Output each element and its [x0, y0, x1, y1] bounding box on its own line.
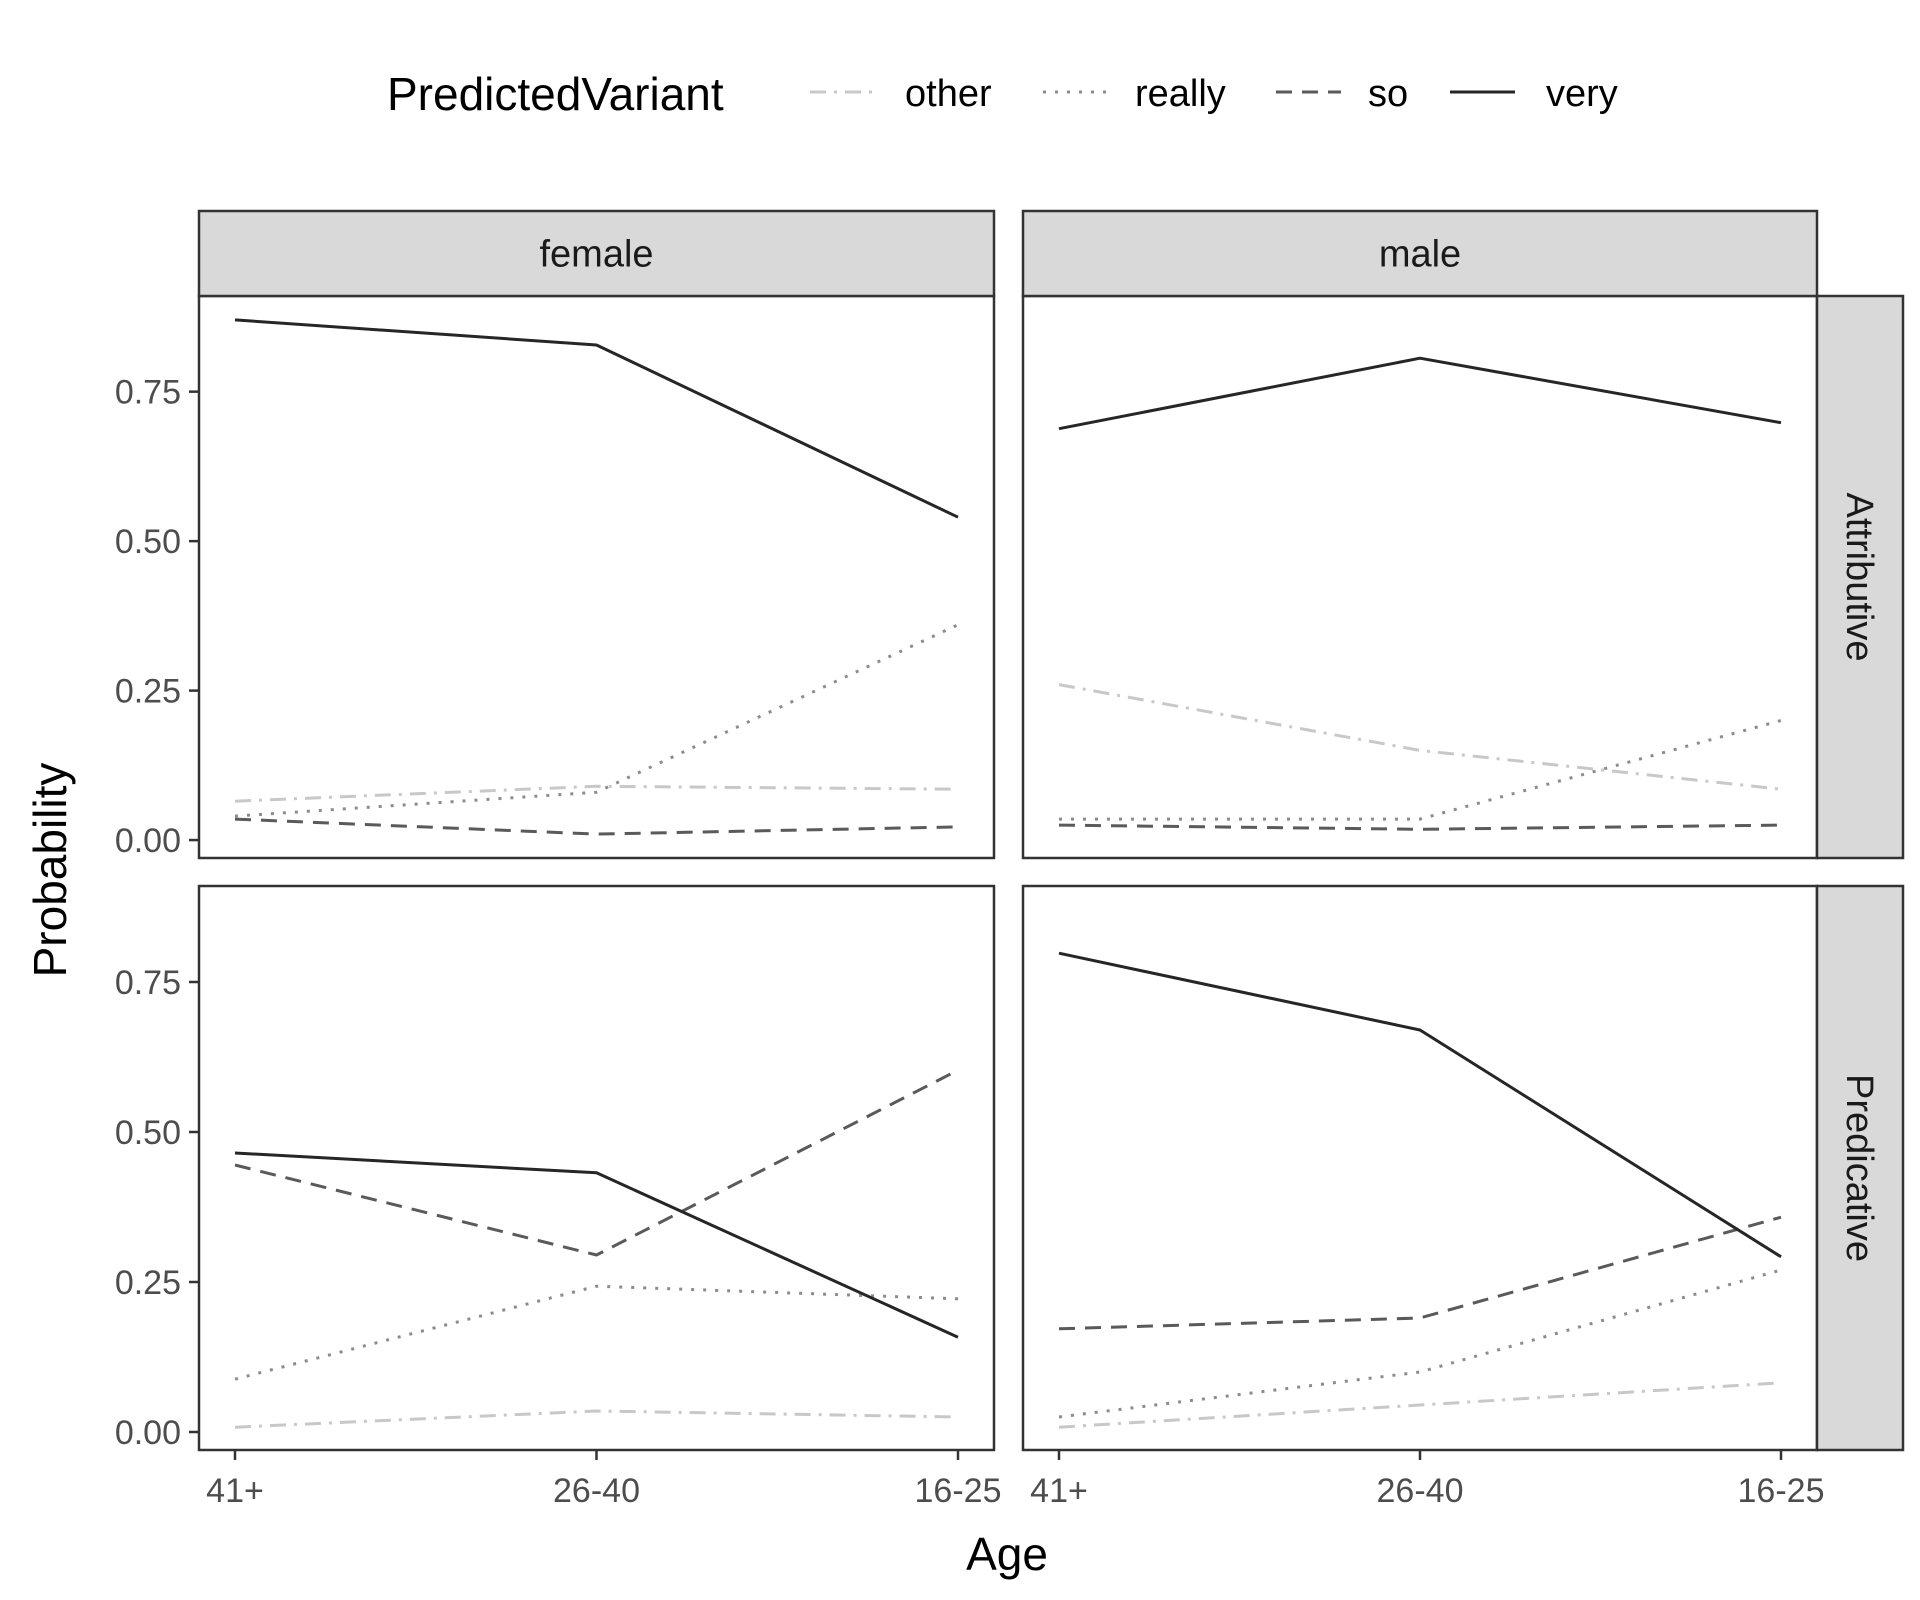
series-line-really: [234, 1284, 959, 1381]
legend: PredictedVariant other really so very: [387, 68, 1618, 120]
series-line-really: [234, 623, 959, 818]
y-tick-label: 0.50: [115, 1114, 181, 1152]
legend-label-so: so: [1368, 73, 1408, 115]
strip-predicative: [1815, 884, 1905, 1452]
panel-female-attributive: [197, 294, 996, 860]
series-line-really: [1059, 719, 1782, 821]
series-line-so: [234, 1068, 959, 1257]
panel-background: [1023, 296, 1817, 858]
strip-attributive: [1815, 294, 1905, 860]
series-line-so: [234, 817, 959, 836]
legend-label-other: other: [905, 73, 992, 115]
y-tick-label: 0.25: [115, 673, 181, 711]
x-tick-label: 26-40: [1377, 1472, 1464, 1510]
legend-item-other: other: [810, 73, 992, 115]
series-line-other: [234, 1409, 959, 1429]
legend-item-really: really: [1043, 73, 1226, 115]
y-tick-label: 0.75: [115, 964, 181, 1002]
strip-label-female: female: [539, 234, 653, 276]
series-line-other: [234, 784, 959, 803]
x-tick-label: 16-25: [1738, 1472, 1825, 1510]
y-tick-label: 0.00: [115, 822, 181, 860]
panel-female-predicative: [197, 884, 996, 1452]
legend-item-very: very: [1450, 73, 1618, 115]
series-line-very: [234, 318, 959, 519]
x-tick-label: 16-25: [915, 1472, 1002, 1510]
legend-label-very: very: [1546, 73, 1618, 115]
y-tick-label: 0.50: [115, 523, 181, 561]
panel-background: [199, 296, 994, 858]
x-tick-label: 41+: [1030, 1472, 1088, 1510]
y-tick-label: 0.25: [115, 1264, 181, 1302]
y-tick-label: 0.00: [115, 1414, 181, 1452]
panel-background: [199, 886, 994, 1450]
x-tick-label: 26-40: [553, 1472, 640, 1510]
strip-label-attributive: Attributive: [1838, 493, 1880, 662]
x-tick-label: 41+: [206, 1472, 264, 1510]
series-line-very: [1058, 356, 1782, 431]
facet-strips: female male Attributive Predicative: [197, 209, 1905, 1452]
series-line-other: [1058, 1381, 1782, 1429]
series-line-other: [1058, 683, 1782, 791]
x-axis-title: Age: [966, 1528, 1048, 1580]
series-line-really: [1058, 1268, 1782, 1419]
axes: 0.00 0.25 0.50 0.75 0.00 0.25 0.50 0.75 41+ 26-40…: [115, 374, 1825, 1510]
y-axis-title: Probability: [24, 763, 76, 978]
panels: [197, 294, 1819, 1452]
legend-label-really: really: [1135, 73, 1226, 115]
panel-background: [1023, 886, 1817, 1450]
strip-male: [1021, 209, 1819, 298]
series-line-very: [1058, 951, 1782, 1259]
legend-item-so: so: [1276, 73, 1408, 115]
strip-label-male: male: [1379, 234, 1461, 276]
panel-male-predicative: [1021, 884, 1819, 1452]
series-line-so: [1058, 1215, 1782, 1331]
series-line-so: [1058, 823, 1782, 831]
strip-female: [197, 209, 996, 298]
strip-label-predicative: Predicative: [1838, 1074, 1880, 1262]
panel-male-attributive: [1021, 294, 1819, 860]
y-tick-label: 0.75: [115, 374, 181, 412]
series-line-very: [234, 1151, 959, 1339]
legend-title: PredictedVariant: [387, 68, 724, 120]
